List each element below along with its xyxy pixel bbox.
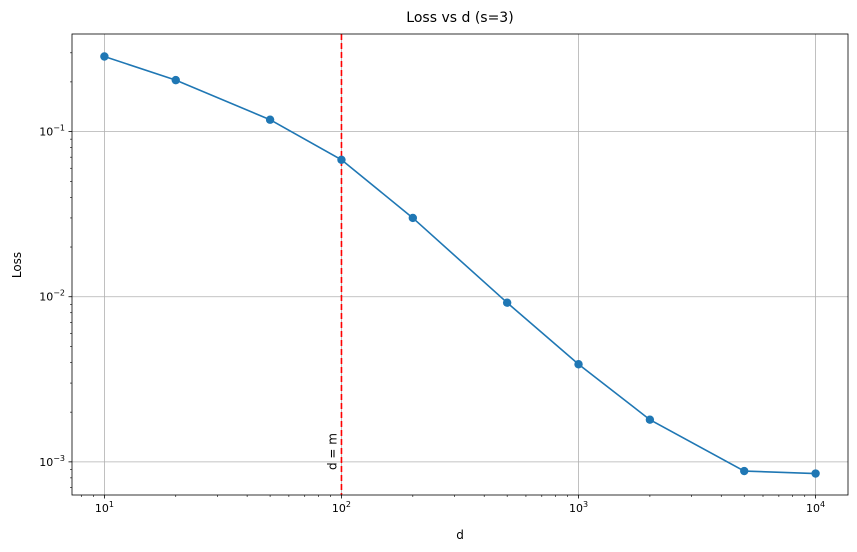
data-point <box>171 75 180 85</box>
data-point <box>337 155 346 164</box>
y-axis-label: Loss <box>10 252 24 278</box>
reference-vline-label: d = m <box>325 433 339 470</box>
data-point <box>408 213 418 223</box>
y-tick-label: 10−1 <box>39 124 65 139</box>
reference-line-layer: d = m <box>325 34 343 495</box>
y-axis-ticks: 10−3 10−2 10−1 <box>39 52 72 488</box>
x-tick-label: 102 <box>332 500 351 515</box>
series-layer <box>100 52 820 478</box>
data-point <box>502 298 512 307</box>
x-tick-label: 103 <box>569 500 588 515</box>
y-tick-label: 10−2 <box>39 289 65 304</box>
plot-frame <box>71 33 849 496</box>
data-point <box>265 115 275 124</box>
x-tick-label: 101 <box>95 500 114 515</box>
data-point <box>100 52 109 61</box>
y-tick-label: 10−3 <box>39 454 65 469</box>
x-tick-label: 104 <box>806 500 825 515</box>
data-point <box>645 415 655 424</box>
x-axis-ticks: 101 102 103 104 <box>81 495 825 515</box>
series-line <box>104 55 816 475</box>
x-axis-label: d <box>456 528 464 542</box>
data-point <box>740 466 749 476</box>
data-point <box>574 360 583 369</box>
data-point <box>811 469 820 478</box>
chart-title: Loss vs d (s=3) <box>406 10 513 26</box>
